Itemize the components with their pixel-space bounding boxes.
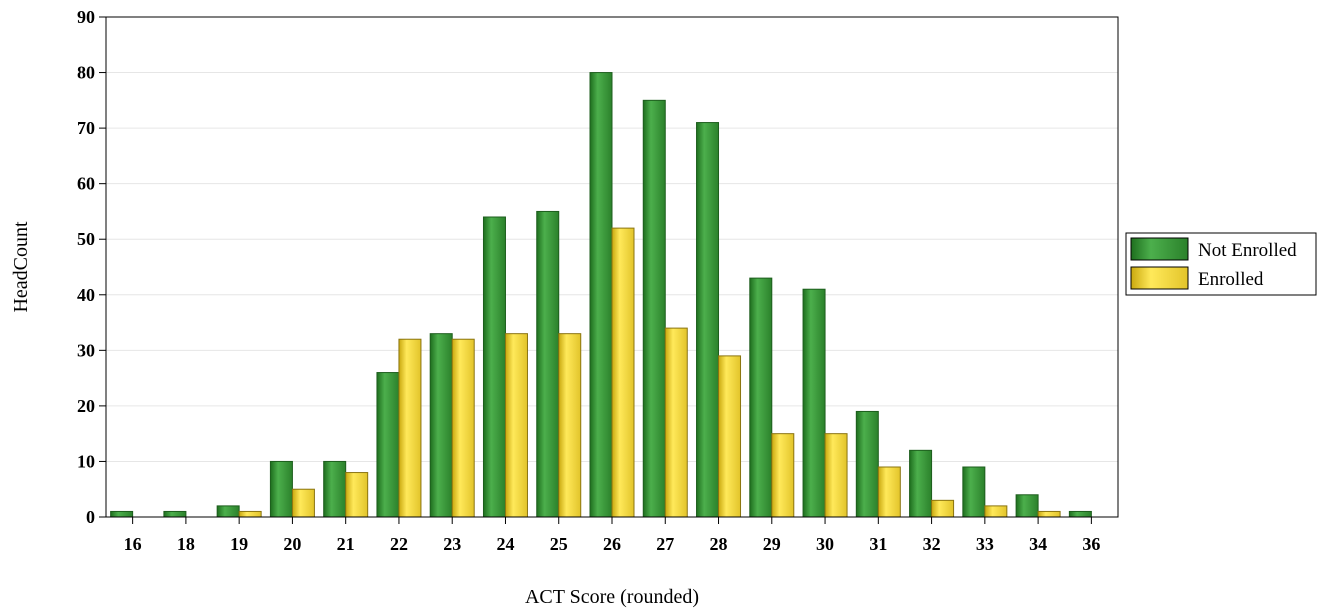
legend-label-enrolled: Enrolled: [1198, 269, 1264, 290]
y-tick-label: 20: [77, 396, 95, 416]
bar-enrolled-22: [398, 338, 422, 518]
x-tick-label: 24: [496, 534, 514, 554]
bar-not-enrolled-18: [163, 510, 187, 518]
bar-not-enrolled-36: [1068, 510, 1092, 518]
bar-enrolled-29: [771, 433, 795, 518]
x-tick-label: 16: [124, 534, 142, 554]
y-tick-label: 10: [77, 451, 95, 471]
bar-not-enrolled-29: [749, 277, 773, 518]
bar-not-enrolled-26: [589, 72, 613, 518]
bar-enrolled-28: [718, 355, 742, 518]
x-tick-label: 28: [710, 534, 728, 554]
bar-not-enrolled-34: [1015, 494, 1039, 518]
bar-not-enrolled-30: [802, 288, 826, 518]
bar-enrolled-26: [611, 227, 635, 518]
x-tick-label: 30: [816, 534, 834, 554]
bar-not-enrolled-20: [269, 460, 293, 518]
y-tick-label: 70: [77, 118, 95, 138]
y-tick-label: 30: [77, 340, 95, 360]
x-axis-title: ACT Score (rounded): [525, 586, 699, 608]
bar-enrolled-31: [877, 466, 901, 518]
bar-not-enrolled-33: [962, 466, 986, 518]
bar-not-enrolled-25: [536, 210, 560, 518]
y-tick-label: 50: [77, 229, 95, 249]
legend-label-not-enrolled: Not Enrolled: [1198, 240, 1297, 261]
bar-not-enrolled-31: [855, 410, 879, 518]
bar-enrolled-32: [931, 499, 955, 518]
y-tick-label: 40: [77, 285, 95, 305]
x-axis: 16 18 19 20 21 22 23 24 25 26 27 28 29 30 31 32 33 34 36: [124, 517, 1100, 554]
legend: Not Enrolled Enrolled: [1125, 232, 1317, 296]
bar-enrolled-20: [291, 488, 315, 518]
bar-not-enrolled-28: [696, 122, 720, 518]
x-tick-label: 36: [1082, 534, 1100, 554]
x-tick-label: 19: [230, 534, 248, 554]
x-tick-label: 32: [923, 534, 941, 554]
bar-not-enrolled-23: [429, 333, 453, 518]
x-tick-label: 20: [283, 534, 301, 554]
y-axis: 0 10 20 30 40 50 60 70 80 90: [77, 7, 106, 527]
x-tick-label: 31: [869, 534, 887, 554]
x-tick-label: 21: [337, 534, 355, 554]
bar-enrolled-33: [984, 505, 1008, 518]
bar-enrolled-27: [664, 327, 688, 518]
y-tick-label: 90: [77, 7, 95, 27]
bar-enrolled-34: [1037, 510, 1061, 518]
legend-swatch-not-enrolled: [1130, 237, 1189, 261]
bar-not-enrolled-16: [110, 510, 134, 518]
x-tick-label: 22: [390, 534, 408, 554]
x-tick-label: 25: [550, 534, 568, 554]
y-tick-label: 0: [86, 507, 95, 527]
x-tick-label: 23: [443, 534, 461, 554]
bar-not-enrolled-21: [323, 460, 347, 518]
x-tick-label: 26: [603, 534, 621, 554]
bar-not-enrolled-27: [642, 99, 666, 518]
bar-not-enrolled-32: [909, 449, 933, 518]
bar-enrolled-21: [345, 472, 369, 518]
x-tick-label: 29: [763, 534, 781, 554]
bar-not-enrolled-24: [482, 216, 506, 518]
bars: [110, 72, 1092, 518]
x-tick-label: 33: [976, 534, 994, 554]
bar-enrolled-23: [451, 338, 475, 518]
y-tick-label: 60: [77, 174, 95, 194]
bar-not-enrolled-19: [216, 505, 240, 518]
x-tick-label: 27: [656, 534, 674, 554]
x-tick-label: 18: [177, 534, 195, 554]
y-axis-title: HeadCount: [10, 221, 32, 313]
bar-enrolled-24: [504, 333, 528, 518]
x-tick-label: 34: [1029, 534, 1047, 554]
bar-not-enrolled-22: [376, 372, 400, 518]
legend-swatch-enrolled: [1130, 266, 1189, 290]
bar-enrolled-30: [824, 433, 848, 518]
y-tick-label: 80: [77, 63, 95, 83]
bar-enrolled-25: [558, 333, 582, 518]
bar-enrolled-19: [238, 510, 262, 518]
